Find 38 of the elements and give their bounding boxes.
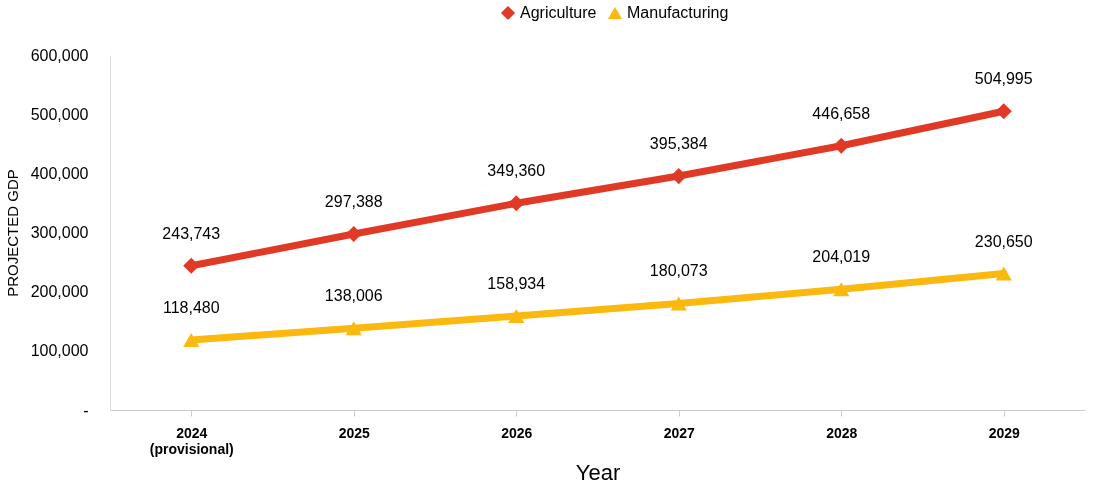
point <box>183 332 200 347</box>
point <box>345 225 362 243</box>
data-label: 349,360 <box>487 162 546 180</box>
x-tick-label: 2028 <box>826 424 858 441</box>
data-label: 297,388 <box>324 193 383 211</box>
data-label: 230,650 <box>974 232 1033 250</box>
point <box>995 266 1012 281</box>
y-tick-label: 600,000 <box>30 46 89 64</box>
legend-label: Agriculture <box>520 4 597 21</box>
x-tick-label: 2025 <box>338 424 371 441</box>
y-tick-label: - <box>83 401 89 419</box>
data-label: 395,384 <box>649 135 708 153</box>
y-axis-title: PROJECTED GDP <box>3 169 21 297</box>
x-tick-label: 2029 <box>988 424 1021 441</box>
x-tick-label: 2024 (provisional) <box>149 424 234 457</box>
data-label: 243,743 <box>162 224 221 242</box>
y-tick-label: 200,000 <box>30 283 89 301</box>
data-label: 446,658 <box>812 104 871 122</box>
y-tick-label: 300,000 <box>30 224 89 241</box>
point <box>508 308 525 323</box>
x-tick-label: 2026 <box>501 424 533 441</box>
data-label: 118,480 <box>162 298 220 316</box>
data-label: 204,019 <box>812 248 871 266</box>
data-label: 138,006 <box>324 287 383 305</box>
point <box>670 168 687 185</box>
y-tick-label: 500,000 <box>30 105 89 123</box>
data-label: 504,995 <box>974 70 1033 88</box>
point <box>508 195 525 212</box>
legend-label: Manufacturing <box>627 4 729 21</box>
y-tick-label: 100,000 <box>30 342 89 360</box>
x-axis-title: Year <box>575 459 621 485</box>
point <box>345 321 362 336</box>
data-label: 158,934 <box>487 274 546 292</box>
y-tick-label: 400,000 <box>30 164 89 182</box>
point <box>833 282 850 297</box>
point <box>670 296 687 311</box>
x-tick-label: 2027 <box>663 424 696 441</box>
data-label: 180,073 <box>649 262 708 280</box>
